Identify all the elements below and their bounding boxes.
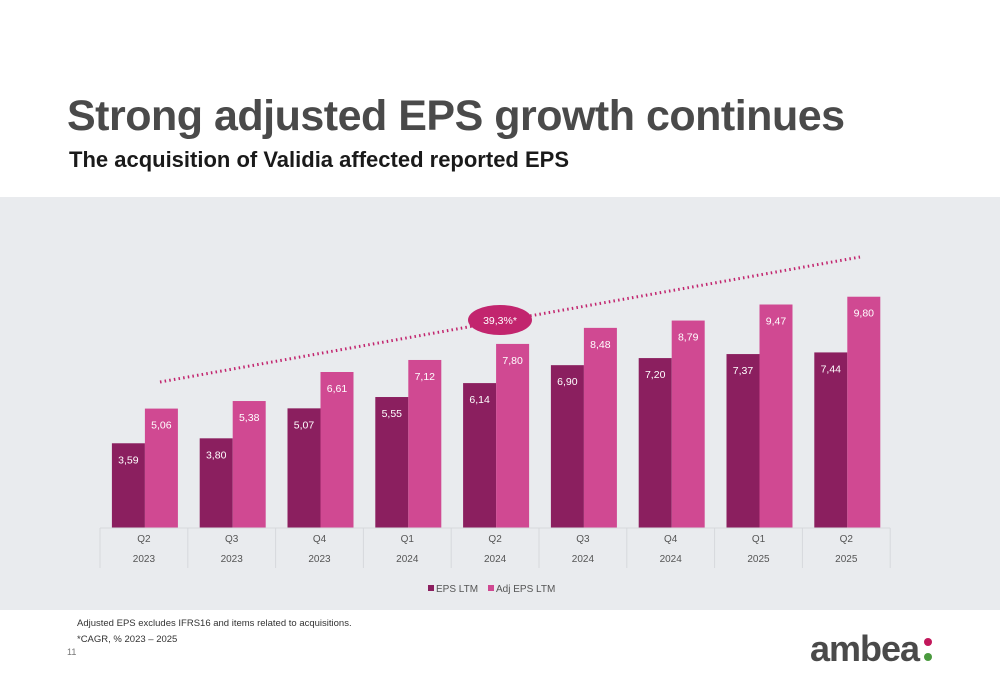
x-tick-year-9: 2025 — [835, 554, 858, 565]
logo-wordmark: ambea — [810, 628, 920, 669]
eps-value-label-9: 7,44 — [821, 363, 842, 375]
slide-title: Strong adjusted EPS growth continues — [67, 92, 845, 140]
eps-value-label-1: 3,59 — [118, 454, 139, 466]
eps-bar-6 — [550, 365, 584, 528]
eps-bar-3 — [287, 408, 321, 528]
adj-eps-bar-6 — [583, 327, 617, 528]
adj-eps-value-label-8: 9,47 — [766, 316, 787, 328]
chart-panel: 3,59 5,06 3,80 5,38 5,07 6,61 5,55 7,12 6,14 7,80… — [0, 197, 1000, 610]
x-tick-quarter-1: Q2 — [137, 534, 151, 545]
eps-bar-2 — [199, 438, 233, 528]
adj-eps-value-label-6: 8,48 — [590, 339, 611, 351]
eps-value-label-5: 6,14 — [469, 394, 490, 406]
x-tick-year-2: 2023 — [221, 554, 244, 565]
legend-label-eps: EPS LTM — [436, 584, 478, 595]
logo-dot-top — [924, 638, 932, 646]
eps-bar-8 — [726, 354, 760, 528]
eps-bar-9 — [814, 352, 848, 528]
adj-eps-bar-3 — [320, 372, 354, 528]
adj-eps-bar-4 — [408, 359, 442, 528]
adj-eps-value-label-4: 7,12 — [415, 371, 436, 383]
legend-label-adj-eps: Adj EPS LTM — [496, 584, 555, 595]
cagr-annotation-bubble — [468, 305, 532, 335]
eps-value-label-4: 5,55 — [382, 408, 403, 420]
legend-swatch-adj-eps — [488, 585, 494, 591]
cagr-annotation-label: 39,3%* — [483, 315, 517, 327]
x-tick-quarter-6: Q3 — [576, 534, 590, 545]
x-tick-quarter-4: Q1 — [401, 534, 415, 545]
logo-dot-bottom — [924, 653, 932, 661]
eps-value-label-2: 3,80 — [206, 449, 227, 461]
eps-value-label-3: 5,07 — [294, 419, 315, 431]
x-tick-year-1: 2023 — [133, 554, 156, 565]
page-number: 11 — [67, 647, 77, 657]
footnote-cagr: *CAGR, % 2023 – 2025 — [77, 634, 178, 645]
ambea-logo: ambea — [810, 628, 932, 669]
adj-eps-value-label-3: 6,61 — [327, 383, 348, 395]
adj-eps-value-label-9: 9,80 — [854, 308, 875, 320]
eps-bar-5 — [463, 383, 497, 528]
x-tick-quarter-7: Q4 — [664, 534, 678, 545]
eps-value-label-8: 7,37 — [733, 365, 754, 377]
eps-value-label-6: 6,90 — [557, 376, 578, 388]
x-tick-year-5: 2024 — [484, 554, 507, 565]
x-tick-year-6: 2024 — [572, 554, 595, 565]
footnote-adjusted-eps: Adjusted EPS excludes IFRS16 and items r… — [77, 618, 352, 629]
eps-value-label-7: 7,20 — [645, 369, 666, 381]
x-tick-quarter-9: Q2 — [840, 534, 854, 545]
x-tick-year-7: 2024 — [660, 554, 683, 565]
eps-bar-7 — [638, 358, 672, 528]
cagr-trend-line — [159, 255, 861, 384]
adj-eps-bar-7 — [671, 320, 705, 528]
adj-eps-bar-9 — [847, 296, 881, 528]
logo-colon-icon — [922, 638, 934, 664]
adj-eps-bar-8 — [759, 304, 793, 528]
adj-eps-value-label-2: 5,38 — [239, 412, 260, 424]
x-tick-quarter-3: Q4 — [313, 534, 327, 545]
x-tick-quarter-2: Q3 — [225, 534, 239, 545]
slide-subtitle: The acquisition of Validia affected repo… — [69, 147, 569, 172]
adj-eps-value-label-1: 5,06 — [151, 420, 172, 432]
adj-eps-value-label-5: 7,80 — [502, 355, 523, 367]
eps-bar-1 — [111, 443, 145, 528]
x-tick-quarter-5: Q2 — [488, 534, 502, 545]
eps-bar-chart: 3,59 5,06 3,80 5,38 5,07 6,61 5,55 7,12 6,14 7,80… — [99, 255, 891, 595]
adj-eps-bar-1 — [144, 408, 178, 528]
x-tick-year-8: 2025 — [747, 554, 770, 565]
x-tick-year-4: 2024 — [396, 554, 419, 565]
adj-eps-value-label-7: 8,79 — [678, 332, 699, 344]
x-tick-year-3: 2023 — [308, 554, 331, 565]
adj-eps-bar-2 — [232, 401, 266, 528]
legend-swatch-eps — [428, 585, 434, 591]
eps-bar-4 — [375, 397, 409, 528]
adj-eps-bar-5 — [496, 343, 530, 528]
x-tick-quarter-8: Q1 — [752, 534, 766, 545]
